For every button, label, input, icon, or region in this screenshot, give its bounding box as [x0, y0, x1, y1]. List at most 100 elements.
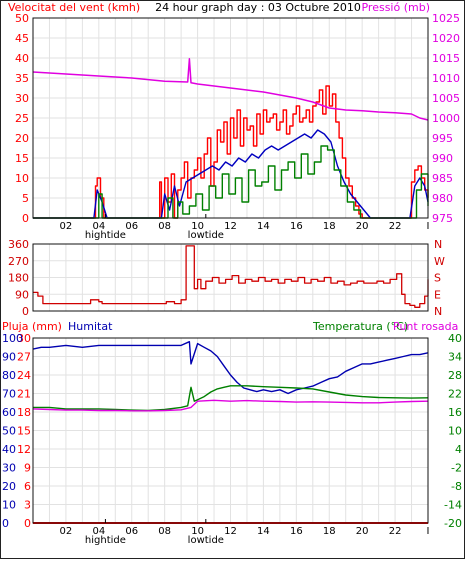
humidity-y-tick-label: 90 [2, 351, 16, 364]
x-tick-label: I [427, 221, 430, 232]
x-tick-label: 02 [60, 526, 73, 537]
x-tick-label: 08 [158, 221, 171, 232]
chart-title: 24 hour graph day : 03 Octubre 2010 [155, 1, 361, 14]
pressure-y-tick-label: 1020 [432, 32, 460, 45]
x-tick-label: 10 [191, 221, 204, 232]
series-wind-average [33, 129, 429, 219]
compass-tick-label: W [434, 255, 445, 268]
temperature-y-tick-label: -2 [451, 462, 462, 475]
humidity-y-tick-label: 60 [2, 406, 16, 419]
humidity-y-tick-label: 50 [2, 425, 16, 438]
rain-y-tick-label: 3 [24, 499, 31, 512]
x-tick-label: 20 [356, 526, 369, 537]
temperature-y-tick-label: 40 [448, 332, 462, 345]
series-Temperatura [33, 385, 429, 412]
wind-speed-axis-title: Velocitat del vent (kmh) [8, 1, 140, 14]
wind-panel-frame [32, 17, 429, 219]
pressure-y-tick-label: 1005 [432, 92, 460, 105]
series-wind-minimum [33, 145, 429, 219]
compass-tick-label: N [434, 238, 442, 251]
direction-y-tick-label: 180 [8, 272, 29, 285]
rain-y-tick-label: 0 [24, 517, 31, 530]
temperature-y-tick-label: -14 [444, 499, 462, 512]
temperature-y-tick-label: 10 [448, 425, 462, 438]
humidity-panel-frame [32, 337, 429, 524]
tide-label-hightide: hightide [85, 230, 126, 241]
pressure-y-tick-label: 985 [432, 172, 453, 185]
series-wind-direction [33, 245, 429, 308]
x-tick-label: 04 [92, 526, 105, 537]
rain-axis-title: Pluja (mm) [2, 320, 62, 333]
series-Punt-rosada [32, 399, 429, 412]
pressure-y-tick-label: 1015 [432, 52, 460, 65]
rain-y-tick-label: 6 [24, 480, 31, 493]
wind-y-tick-label: 0 [22, 212, 29, 225]
x-tick-label: 22 [389, 221, 402, 232]
direction-y-tick-label: 360 [8, 238, 29, 251]
x-tick-label: 06 [125, 221, 138, 232]
rain-y-tick-label: 27 [17, 351, 31, 364]
direction-y-tick-label: 270 [8, 255, 29, 268]
temperature-y-tick-label: 34 [448, 351, 462, 364]
pressure-y-tick-label: 990 [432, 152, 453, 165]
x-tick-label: I [427, 526, 430, 537]
x-tick-label: 16 [290, 221, 303, 232]
temperature-y-tick-label: -20 [444, 517, 462, 530]
humidity-y-tick-label: 40 [2, 443, 16, 456]
tide-label-hightide: hightide [85, 535, 126, 546]
humidity-y-tick-label: 20 [2, 480, 16, 493]
wind-y-tick-label: 40 [15, 52, 29, 65]
temperature-axis-title: Temperatura (°C) [312, 320, 408, 333]
wind-y-tick-label: 30 [15, 92, 29, 105]
x-tick-label: 18 [323, 526, 336, 537]
series-Humitat [32, 341, 429, 395]
humidity-y-tick-label: 100 [2, 332, 23, 345]
x-tick-label: 02 [60, 221, 73, 232]
wind-y-tick-label: 20 [15, 132, 29, 145]
compass-tick-label: N [434, 305, 442, 318]
pressure-y-tick-label: 975 [432, 212, 453, 225]
humidity-y-tick-label: 70 [2, 388, 16, 401]
direction-y-tick-label: 90 [15, 288, 29, 301]
humidity-y-tick-label: 30 [2, 462, 16, 475]
x-tick-label: 12 [224, 526, 237, 537]
rain-y-tick-label: 30 [17, 332, 31, 345]
x-tick-label: 14 [257, 526, 270, 537]
temperature-y-tick-label: 28 [448, 369, 462, 382]
x-tick-label: 12 [224, 221, 237, 232]
wind-y-tick-label: 45 [15, 32, 29, 45]
temperature-y-tick-label: 4 [455, 443, 462, 456]
x-tick-label: 04 [92, 221, 105, 232]
rain-y-tick-label: 9 [24, 462, 31, 475]
x-tick-label: 10 [191, 526, 204, 537]
wind-y-tick-label: 10 [15, 172, 29, 185]
pressure-axis-title: Pressió (mb) [361, 1, 430, 14]
x-tick-label: 22 [389, 526, 402, 537]
rain-y-tick-label: 21 [17, 388, 31, 401]
x-tick-label: 18 [323, 221, 336, 232]
wind-y-tick-label: 5 [22, 192, 29, 205]
pressure-y-tick-label: 980 [432, 192, 453, 205]
rain-y-tick-label: 12 [17, 443, 31, 456]
temperature-y-tick-label: -8 [451, 480, 462, 493]
direction-y-tick-label: 0 [22, 305, 29, 318]
tide-label-lowtide: lowtide [188, 230, 224, 241]
wind-y-tick-label: 50 [15, 12, 29, 25]
humidity-axis-title: Humitat [68, 320, 113, 333]
x-tick-label: 14 [257, 221, 270, 232]
pressure-y-tick-label: 1010 [432, 72, 460, 85]
rain-y-tick-label: 24 [17, 369, 31, 382]
x-tick-label: 16 [290, 526, 303, 537]
x-tick-label: 06 [125, 526, 138, 537]
wind-y-tick-label: 15 [15, 152, 29, 165]
compass-tick-label: E [434, 288, 441, 301]
temperature-y-tick-label: 16 [448, 406, 462, 419]
tide-label-lowtide: lowtide [188, 535, 224, 546]
wind-y-tick-label: 25 [15, 112, 29, 125]
wind-y-tick-label: 35 [15, 72, 29, 85]
humidity-y-tick-label: 0 [2, 517, 9, 530]
pressure-y-tick-label: 995 [432, 132, 453, 145]
series-pressure [32, 58, 429, 121]
